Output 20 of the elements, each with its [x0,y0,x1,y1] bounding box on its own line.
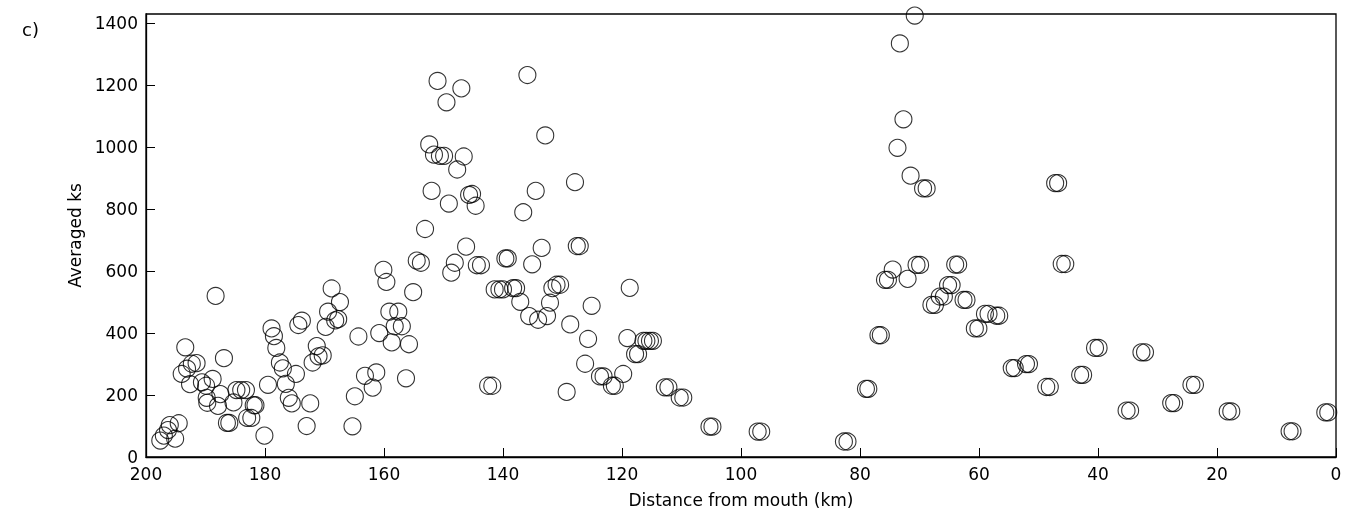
y-axis-title: Averaged ks [65,183,86,288]
x-tick-label: 160 [367,463,401,484]
y-tick-label: 1200 [94,75,138,96]
x-tick-label: 20 [1206,463,1228,484]
text: c) [22,18,39,40]
x-tick-label: 0 [1330,463,1342,484]
y-tick-label: 800 [105,199,138,220]
y-tick-label: 200 [105,385,138,406]
y-tick-label: 1000 [94,137,138,158]
x-tick-label: 120 [605,463,639,484]
x-tick-label: 140 [486,463,520,484]
x-tick-label: 60 [968,463,990,484]
x-tick-label: 100 [724,463,758,484]
x-tick-label: 80 [849,463,871,484]
y-tick-label: 600 [105,261,138,282]
x-axis-title: Distance from mouth (km) [628,489,854,510]
x-tick-label: 40 [1087,463,1109,484]
y-tick-label: 400 [105,323,138,344]
y-tick-label: 1400 [94,13,138,34]
x-tick-label: 180 [248,463,282,484]
